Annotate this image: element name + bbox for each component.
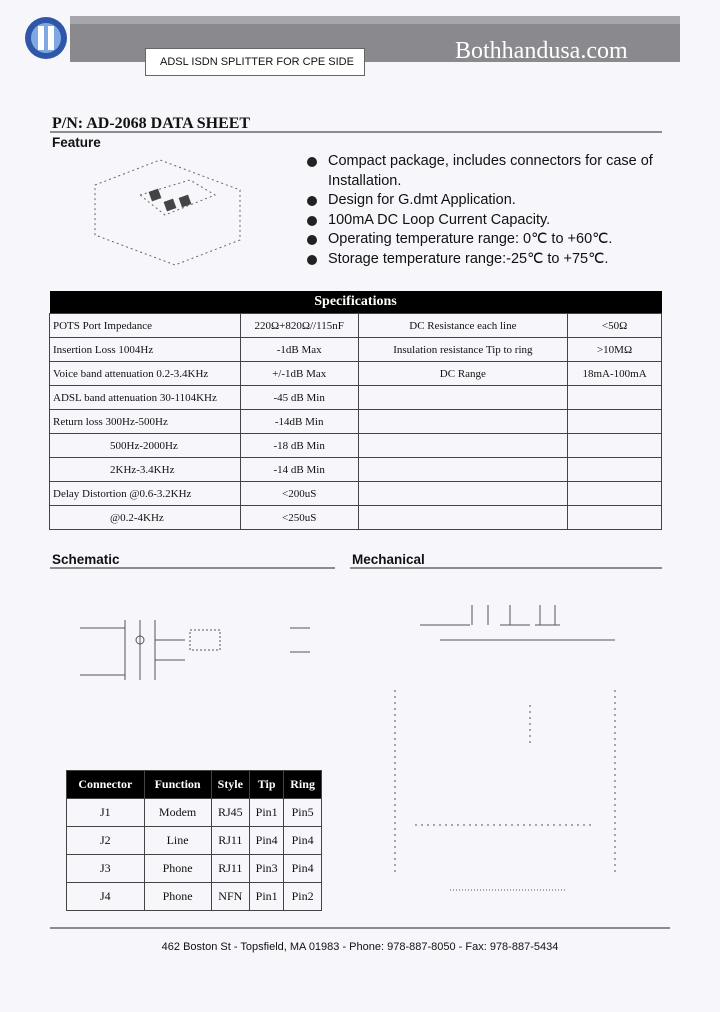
spec-cell: @0.2-4KHz <box>49 505 241 530</box>
spec-cell: 18mA-100mA <box>567 361 662 386</box>
connector-cell: RJ11 <box>210 826 251 855</box>
connector-row: J1 Modem RJ45 Pin1 Pin5 <box>66 798 322 827</box>
spec-row: Insertion Loss 1004Hz -1dB Max Insulation … <box>49 337 662 362</box>
spec-cell: <200uS <box>239 481 359 506</box>
header-row: Connector Function Style Tip Ring <box>66 770 322 799</box>
connector-cell: NFN <box>210 882 251 911</box>
spec-cell <box>357 457 569 482</box>
connector-table: Connector Function Style Tip Ring J1 Modem RJ45… <box>66 770 322 911</box>
connector-row: J3 Phone RJ11 Pin3 Pin4 <box>66 854 322 883</box>
spec-row: POTS Port Impedance 220Ω+820Ω//115nF DC Re… <box>49 313 662 338</box>
connector-cell: Pin2 <box>283 882 322 911</box>
spec-cell: +/-1dB Max <box>239 361 359 386</box>
spec-row: 2KHz-3.4KHz -14 dB Min <box>49 457 662 482</box>
spec-cell: Insulation resistance Tip to ring <box>357 337 569 362</box>
spec-cell <box>567 505 662 530</box>
column-header: Style <box>210 770 251 799</box>
spec-cell <box>357 385 569 410</box>
connector-cell: Pin4 <box>283 854 322 883</box>
spec-table: Specifications POTS Port Impedance 220Ω+8… <box>49 291 662 530</box>
connector-cell: RJ45 <box>210 798 251 827</box>
connector-cell: Phone <box>143 854 212 883</box>
spec-cell: >10MΩ <box>567 337 662 362</box>
spec-cell: 2KHz-3.4KHz <box>49 457 241 482</box>
spec-cell: -14dB Min <box>239 409 359 434</box>
spec-cell: <50Ω <box>567 313 662 338</box>
connector-cell: J3 <box>66 854 145 883</box>
spec-cell: Delay Distortion @0.6-3.2KHz <box>49 481 241 506</box>
connector-cell: Line <box>143 826 212 855</box>
spec-row: @0.2-4KHz <250uS <box>49 505 662 530</box>
spec-cell: Return loss 300Hz-500Hz <box>49 409 241 434</box>
connector-cell: Pin5 <box>283 798 322 827</box>
column-header: Function <box>143 770 212 799</box>
spec-cell: <250uS <box>239 505 359 530</box>
connector-cell: J2 <box>66 826 145 855</box>
spec-cell: ADSL band attenuation 30-1104KHz <box>49 385 241 410</box>
connector-row: J4 Phone NFN Pin1 Pin2 <box>66 882 322 911</box>
connector-cell: J1 <box>66 798 145 827</box>
spec-cell: -18 dB Min <box>239 433 359 458</box>
spec-heading: Specifications <box>49 291 662 314</box>
feature-heading: Feature <box>52 135 101 150</box>
connector-cell: Modem <box>143 798 212 827</box>
spec-cell <box>567 409 662 434</box>
connector-cell: Pin4 <box>283 826 322 855</box>
mechanical-heading: Mechanical <box>352 552 425 567</box>
column-header: Connector <box>66 770 145 799</box>
spec-cell: POTS Port Impedance <box>49 313 241 338</box>
connector-cell: J4 <box>66 882 145 911</box>
subtitle: ADSL ISDN SPLITTER FOR CPE SIDE <box>145 48 365 76</box>
spec-cell <box>357 481 569 506</box>
spec-cell <box>567 457 662 482</box>
feature-list: Compact package, includes connectors for… <box>302 152 662 269</box>
spec-row: ADSL band attenuation 30-1104KHz -45 dB M… <box>49 385 662 410</box>
spec-cell: 500Hz-2000Hz <box>49 433 241 458</box>
spec-row: Voice band attenuation 0.2-3.4KHz +/-1dB … <box>49 361 662 386</box>
spec-cell: Insertion Loss 1004Hz <box>49 337 241 362</box>
spec-row: Delay Distortion @0.6-3.2KHz <200uS <box>49 481 662 506</box>
footer: 462 Boston St - Topsfield, MA 01983 - Ph… <box>161 941 559 953</box>
spec-cell: DC Range <box>357 361 569 386</box>
column-header: Tip <box>249 770 285 799</box>
spec-cell <box>357 433 569 458</box>
column-header: Ring <box>283 770 322 799</box>
spec-cell: DC Resistance each line <box>357 313 569 338</box>
connector-cell: Pin3 <box>249 854 285 883</box>
spec-row: 500Hz-2000Hz -18 dB Min <box>49 433 662 458</box>
title: P/N: AD-2068 DATA SHEET <box>52 115 251 132</box>
spec-cell <box>357 505 569 530</box>
brand: Bothhandusa.com <box>455 38 628 64</box>
spec-cell: -14 dB Min <box>239 457 359 482</box>
connector-cell: Phone <box>143 882 212 911</box>
feature-item: Operating temperature range: 0℃ to +60℃. <box>302 230 662 250</box>
spec-cell <box>567 481 662 506</box>
spec-cell <box>567 433 662 458</box>
connector-cell: RJ11 <box>210 854 251 883</box>
schematic-heading: Schematic <box>52 552 120 567</box>
spec-cell <box>357 409 569 434</box>
feature-item: Design for G.dmt Application. <box>302 191 662 211</box>
feature-item: Storage temperature range:-25℃ to +75℃. <box>302 250 662 270</box>
spec-row: Return loss 300Hz-500Hz -14dB Min <box>49 409 662 434</box>
feature-item: 100mA DC Loop Current Capacity. <box>302 211 662 231</box>
spec-cell: -45 dB Min <box>239 385 359 410</box>
connector-cell: Pin1 <box>249 798 285 827</box>
connector-cell: Pin4 <box>249 826 285 855</box>
feature-item: Compact package, includes connectors for… <box>302 152 662 191</box>
spec-cell <box>567 385 662 410</box>
spec-cell: 220Ω+820Ω//115nF <box>239 313 359 338</box>
connector-cell: Pin1 <box>249 882 285 911</box>
connector-row: J2 Line RJ11 Pin4 Pin4 <box>66 826 322 855</box>
spec-cell: -1dB Max <box>239 337 359 362</box>
spec-cell: Voice band attenuation 0.2-3.4KHz <box>49 361 241 386</box>
